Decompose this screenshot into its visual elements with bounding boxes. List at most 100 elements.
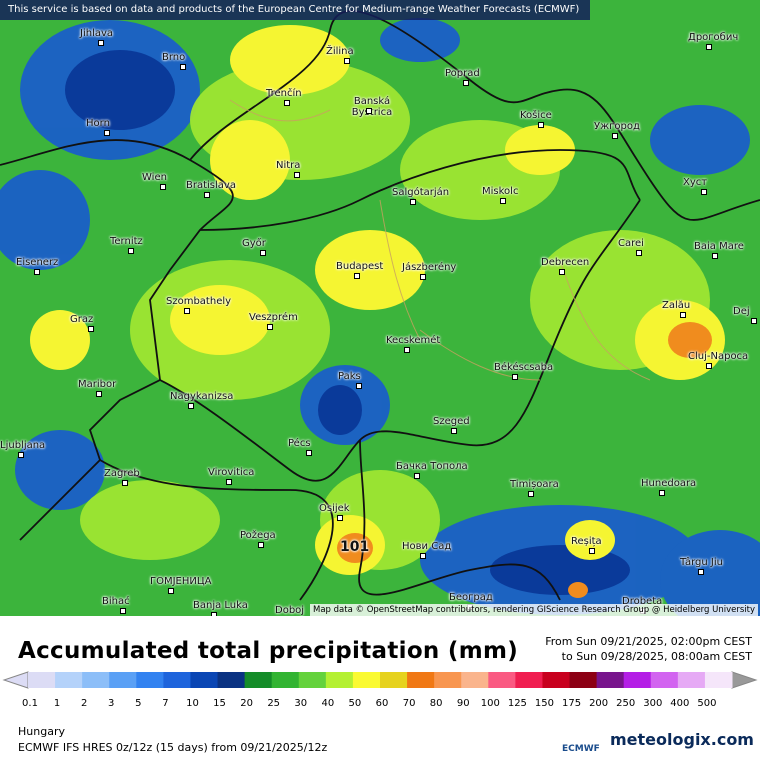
legend-label: 7 xyxy=(162,698,168,709)
place-label: Pécs xyxy=(288,438,311,449)
place-label: Budapest xyxy=(336,261,384,272)
legend-swatch xyxy=(190,672,219,688)
legend-label: 60 xyxy=(376,698,389,709)
legend-swatch xyxy=(163,672,191,688)
place-marker xyxy=(34,269,40,275)
legend-label: 300 xyxy=(643,698,662,709)
legend-swatch xyxy=(704,672,733,688)
legend-label: 20 xyxy=(240,698,253,709)
brand-logo[interactable]: meteologix.com xyxy=(610,730,754,749)
legend-swatch xyxy=(298,672,327,688)
place-marker xyxy=(211,612,217,616)
place-marker xyxy=(306,450,312,456)
place-marker xyxy=(706,363,712,369)
place-label: Wien xyxy=(142,172,167,183)
region: Hungary xyxy=(18,725,65,738)
place-marker xyxy=(698,569,704,575)
place-label: Horn xyxy=(86,118,110,129)
place-label: Baia Mare xyxy=(694,241,744,252)
place-marker xyxy=(168,588,174,594)
place-label: Bihać xyxy=(102,596,130,607)
place-label: Graz xyxy=(70,314,94,325)
legend-label: 10 xyxy=(186,698,199,709)
date-from: From Sun 09/21/2025, 02:00pm CEST xyxy=(545,635,752,648)
legend-swatch xyxy=(28,672,56,688)
legend-label: 80 xyxy=(430,698,443,709)
legend-label: 5 xyxy=(135,698,141,709)
place-marker xyxy=(258,542,264,548)
place-marker xyxy=(712,253,718,259)
legend-label: 150 xyxy=(535,698,554,709)
place-label: Hunedoara xyxy=(641,478,697,489)
place-label: Reșița xyxy=(571,536,602,547)
legend-swatch xyxy=(109,672,137,688)
place-marker xyxy=(500,198,506,204)
place-marker xyxy=(260,250,266,256)
place-marker xyxy=(160,184,166,190)
place-label: Győr xyxy=(242,238,266,249)
place-marker xyxy=(528,491,534,497)
place-marker xyxy=(128,248,134,254)
place-marker xyxy=(294,172,300,178)
place-label: Ljubljana xyxy=(0,440,46,451)
place-label: Požega xyxy=(240,530,276,541)
place-label: Kecskemét xyxy=(386,335,441,346)
max-value: 101 xyxy=(340,539,370,555)
place-label: Doboj xyxy=(275,605,305,616)
place-label: Banja Luka xyxy=(193,600,248,611)
place-marker xyxy=(463,80,469,86)
legend-swatch xyxy=(677,672,706,688)
legend-label: 40 xyxy=(321,698,334,709)
map: Jihlava Brno Žilina Poprad Дрогобич Horn Trenč… xyxy=(0,0,760,616)
place-label: Brno xyxy=(162,52,186,63)
place-marker xyxy=(751,318,757,324)
legend-label: 125 xyxy=(508,698,527,709)
legend-label: 250 xyxy=(616,698,635,709)
place-label: Osijek xyxy=(319,503,350,514)
place-marker xyxy=(96,391,102,397)
color-legend: 0.1 1 2 3 5 7 10 15 20 25 30 40 50 60 70 80 90 100 125 150 1… xyxy=(2,671,758,709)
place-label: Trenčín xyxy=(266,88,302,99)
legend-swatch xyxy=(352,672,381,688)
place-label: Cluj-Napoca xyxy=(688,351,749,362)
place-label: Хуст xyxy=(683,177,708,188)
legend-label: 100 xyxy=(481,698,500,709)
place-label: Târgu Jiu xyxy=(680,557,723,568)
legend-swatch xyxy=(55,672,83,688)
place-label: Београд xyxy=(449,592,493,603)
place-label: Békéscsaba xyxy=(494,362,554,373)
legend-label: 400 xyxy=(670,698,689,709)
place-label: Ternitz xyxy=(110,236,143,247)
place-label: Zalău xyxy=(662,300,691,311)
place-marker xyxy=(337,515,343,521)
legend-swatch xyxy=(380,672,408,688)
legend-label: 2 xyxy=(81,698,87,709)
place-label: Drobeta xyxy=(622,596,663,607)
attribution: Map data © OpenStreetMap contributors, r… xyxy=(310,604,758,616)
date-to: to Sun 09/28/2025, 08:00am CEST xyxy=(561,650,752,663)
legend-label: 15 xyxy=(213,698,226,709)
ecmwf-logo: ECMWF xyxy=(562,744,600,754)
legend-swatch xyxy=(136,672,164,688)
place-marker xyxy=(680,312,686,318)
place-marker xyxy=(589,548,595,554)
place-marker xyxy=(420,553,426,559)
legend-swatch xyxy=(461,672,489,688)
legend-swatch xyxy=(82,672,110,688)
place-label: Бачка Топола xyxy=(396,461,468,472)
place-marker xyxy=(184,308,190,314)
place-label: Дрогобич xyxy=(688,32,739,43)
legend-label: 90 xyxy=(457,698,470,709)
place-label: Zagreb xyxy=(104,468,140,479)
place-label: Veszprém xyxy=(249,312,298,323)
place-marker xyxy=(659,490,665,496)
place-marker xyxy=(204,192,210,198)
legend-label: 70 xyxy=(403,698,416,709)
place-marker xyxy=(538,122,544,128)
legend-label: 1 xyxy=(54,698,60,709)
place-marker xyxy=(612,133,618,139)
place-marker xyxy=(18,452,24,458)
model-info: ECMWF IFS HRES 0z/12z (15 days) from 09/… xyxy=(18,741,328,754)
place-marker xyxy=(356,383,362,389)
place-label: Ужгород xyxy=(594,121,640,132)
